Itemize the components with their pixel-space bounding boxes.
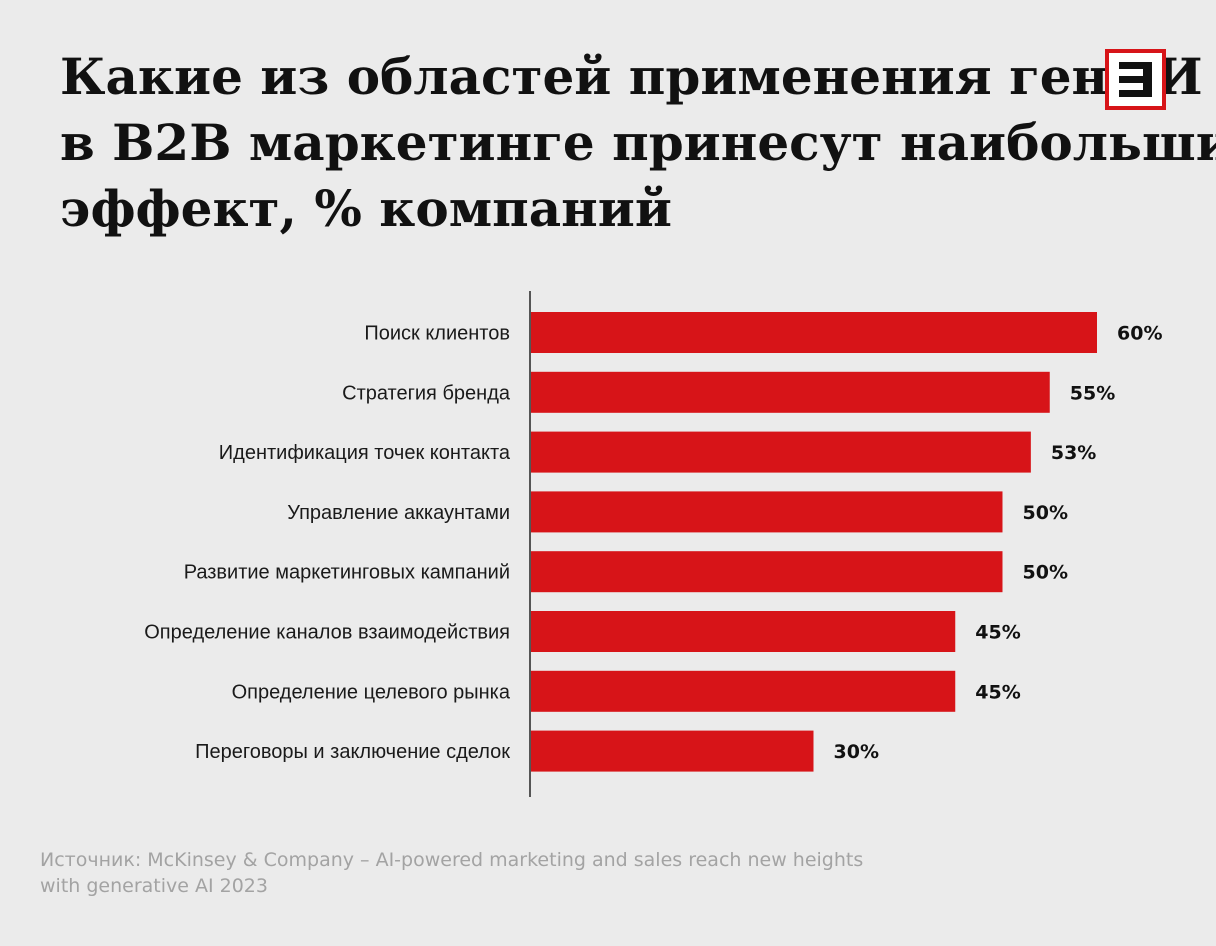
bar-6: [530, 611, 956, 652]
category-label-5: Развитие маркетинговых кампаний: [184, 562, 510, 584]
bar-2: [530, 371, 1050, 413]
value-label-4: 50%: [1023, 502, 1068, 524]
bar-1: [530, 312, 1097, 353]
value-label-6: 45%: [975, 622, 1020, 644]
category-label-4: Управление аккаунтами: [287, 502, 510, 524]
title-line-3: эффект, % компаний: [60, 179, 672, 238]
title-line-2: в B2B маркетинге принесут наибольший: [60, 113, 1216, 172]
source-line-1: Источник: McKinsey & Company – AI-powere…: [40, 849, 864, 871]
source-note: Источник: McKinsey & Company – AI-powere…: [40, 847, 1000, 899]
value-label-3: 53%: [1051, 442, 1096, 464]
chart-title: Какие из областей применения генИИ в B2B…: [60, 44, 1216, 242]
title-line-1: Какие из областей применения генИИ: [60, 47, 1203, 106]
bar-5: [530, 551, 1003, 593]
bar-3: [530, 431, 1031, 473]
category-label-6: Определение каналов взаимодействия: [144, 622, 510, 644]
value-label-8: 30%: [834, 741, 879, 763]
value-label-7: 45%: [975, 681, 1020, 703]
category-label-8: Переговоры и заключение сделок: [195, 741, 510, 763]
letter-e-logo: [1105, 49, 1166, 110]
value-label-2: 55%: [1070, 382, 1115, 404]
bar-4: [530, 491, 1003, 533]
e-glyph-icon: [1119, 62, 1152, 97]
source-line-2: with generative AI 2023: [40, 875, 268, 897]
value-label-5: 50%: [1023, 562, 1068, 584]
bar-7: [530, 670, 956, 712]
value-label-1: 60%: [1117, 323, 1162, 345]
category-label-2: Стратегия бренда: [342, 382, 511, 404]
category-label-3: Идентификация точек контакта: [219, 442, 511, 464]
bar-8: [530, 730, 814, 772]
category-label-1: Поиск клиентов: [364, 323, 510, 345]
category-label-7: Определение целевого рынка: [232, 681, 511, 703]
